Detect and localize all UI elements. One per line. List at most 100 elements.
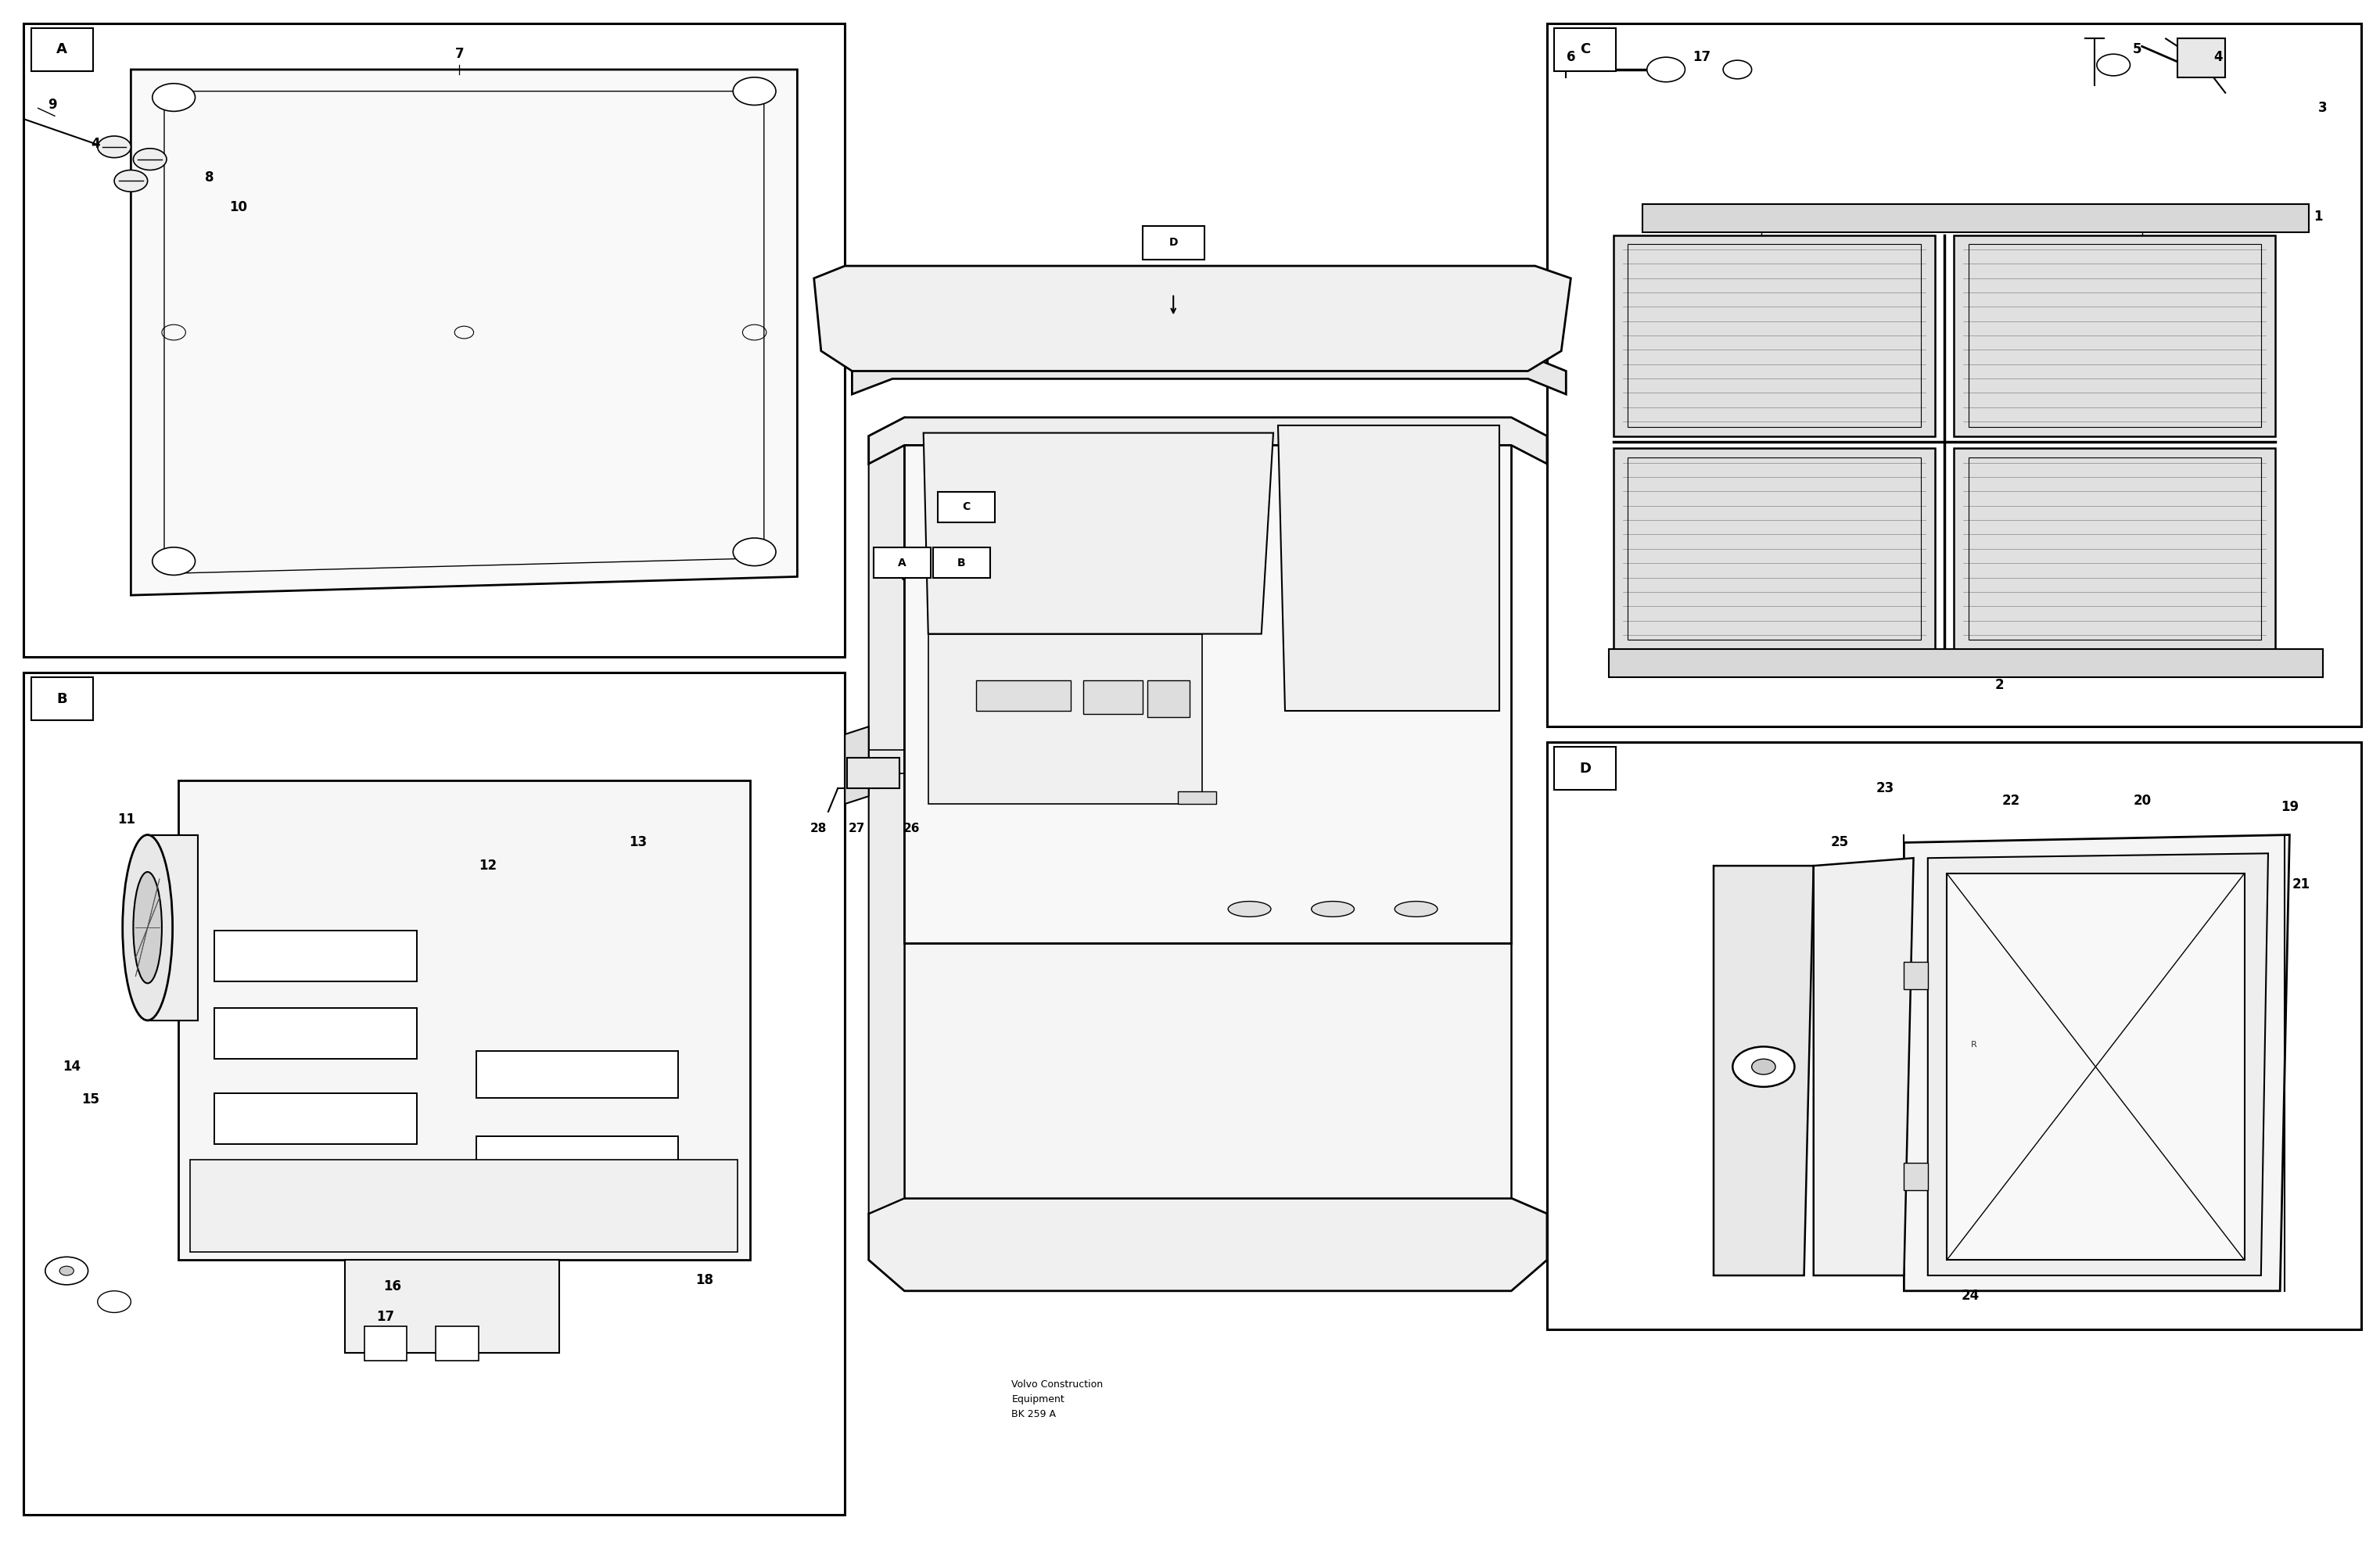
Text: 13: 13 xyxy=(628,835,647,850)
Bar xyxy=(476,1051,678,1098)
Circle shape xyxy=(152,83,195,111)
Polygon shape xyxy=(814,266,1571,371)
Bar xyxy=(1614,235,1935,436)
Bar xyxy=(214,1093,416,1144)
Bar xyxy=(847,758,900,788)
Polygon shape xyxy=(928,634,1202,804)
Bar xyxy=(364,1326,407,1360)
Text: D: D xyxy=(1580,761,1590,776)
Bar xyxy=(1968,244,2261,427)
Circle shape xyxy=(133,148,167,170)
Text: A: A xyxy=(57,42,67,57)
Bar xyxy=(1142,226,1204,260)
Bar xyxy=(1147,680,1190,717)
Text: 19: 19 xyxy=(2280,799,2299,815)
Ellipse shape xyxy=(1395,901,1438,917)
Text: 17: 17 xyxy=(376,1309,395,1325)
Circle shape xyxy=(114,170,148,192)
Text: D: D xyxy=(1169,237,1178,249)
Bar xyxy=(1904,962,1928,989)
Polygon shape xyxy=(923,433,1273,634)
Polygon shape xyxy=(131,70,797,595)
Text: Volvo Construction
Equipment
BK 259 A: Volvo Construction Equipment BK 259 A xyxy=(1011,1379,1102,1419)
Bar xyxy=(214,931,416,982)
Circle shape xyxy=(733,77,776,105)
Text: 22: 22 xyxy=(2002,793,2021,809)
Bar xyxy=(1628,458,1921,640)
Text: 23: 23 xyxy=(1875,781,1894,796)
Text: 2: 2 xyxy=(1994,677,2004,693)
Polygon shape xyxy=(869,1198,1547,1291)
Bar xyxy=(1947,873,2244,1260)
Bar xyxy=(938,492,995,523)
Bar xyxy=(1547,742,2361,1330)
Polygon shape xyxy=(1714,866,1814,1275)
Bar xyxy=(976,680,1071,711)
Polygon shape xyxy=(1814,858,1914,1275)
Bar xyxy=(1178,792,1216,804)
Bar xyxy=(1609,649,2323,677)
Bar xyxy=(1614,448,1935,649)
Text: 17: 17 xyxy=(1692,49,1711,65)
Polygon shape xyxy=(845,727,869,804)
Text: 20: 20 xyxy=(2132,793,2152,809)
Text: 11: 11 xyxy=(117,812,136,827)
Bar xyxy=(1083,680,1142,714)
Polygon shape xyxy=(1278,425,1499,711)
Text: 8: 8 xyxy=(205,170,214,186)
Text: 7: 7 xyxy=(455,46,464,62)
Circle shape xyxy=(1723,60,1752,79)
Text: 6: 6 xyxy=(1566,49,1576,65)
Polygon shape xyxy=(852,356,1566,394)
Bar xyxy=(1547,23,2361,727)
Ellipse shape xyxy=(1228,901,1271,917)
Bar xyxy=(1554,747,1616,790)
Text: C: C xyxy=(1580,42,1590,57)
Circle shape xyxy=(98,1291,131,1313)
Bar xyxy=(31,28,93,71)
Bar xyxy=(178,781,750,1260)
Bar xyxy=(1628,244,1921,427)
Text: 14: 14 xyxy=(62,1059,81,1074)
Bar xyxy=(31,677,93,720)
Text: B: B xyxy=(957,557,966,569)
Circle shape xyxy=(152,547,195,575)
Bar xyxy=(24,673,845,1515)
Polygon shape xyxy=(869,417,904,1214)
Circle shape xyxy=(733,538,776,566)
Text: 28: 28 xyxy=(809,822,828,835)
Bar xyxy=(873,547,931,578)
Ellipse shape xyxy=(124,835,171,1020)
Bar xyxy=(436,1326,478,1360)
Text: 10: 10 xyxy=(228,199,248,215)
Text: 27: 27 xyxy=(847,822,866,835)
Bar xyxy=(2178,39,2225,77)
Polygon shape xyxy=(869,417,1547,464)
Text: 5: 5 xyxy=(2132,42,2142,57)
Bar xyxy=(1954,448,2275,649)
Circle shape xyxy=(1647,57,1685,82)
Polygon shape xyxy=(904,943,1511,1198)
Polygon shape xyxy=(904,417,1511,943)
Bar xyxy=(24,23,845,657)
Text: 21: 21 xyxy=(2292,877,2311,892)
Bar xyxy=(1954,235,2275,436)
Text: 18: 18 xyxy=(695,1272,714,1288)
Bar xyxy=(148,835,198,1020)
Bar xyxy=(1968,458,2261,640)
Circle shape xyxy=(98,136,131,158)
Circle shape xyxy=(1752,1059,1775,1074)
Text: A: A xyxy=(897,557,907,569)
Text: B: B xyxy=(57,691,67,707)
Circle shape xyxy=(45,1257,88,1285)
Text: 16: 16 xyxy=(383,1279,402,1294)
Circle shape xyxy=(1733,1047,1795,1087)
Circle shape xyxy=(60,1266,74,1275)
Bar xyxy=(933,547,990,578)
Bar xyxy=(1904,1163,1928,1190)
Polygon shape xyxy=(1928,853,2268,1275)
Text: 12: 12 xyxy=(478,858,497,873)
Ellipse shape xyxy=(133,872,162,983)
Circle shape xyxy=(2097,54,2130,76)
Text: C: C xyxy=(962,501,971,513)
